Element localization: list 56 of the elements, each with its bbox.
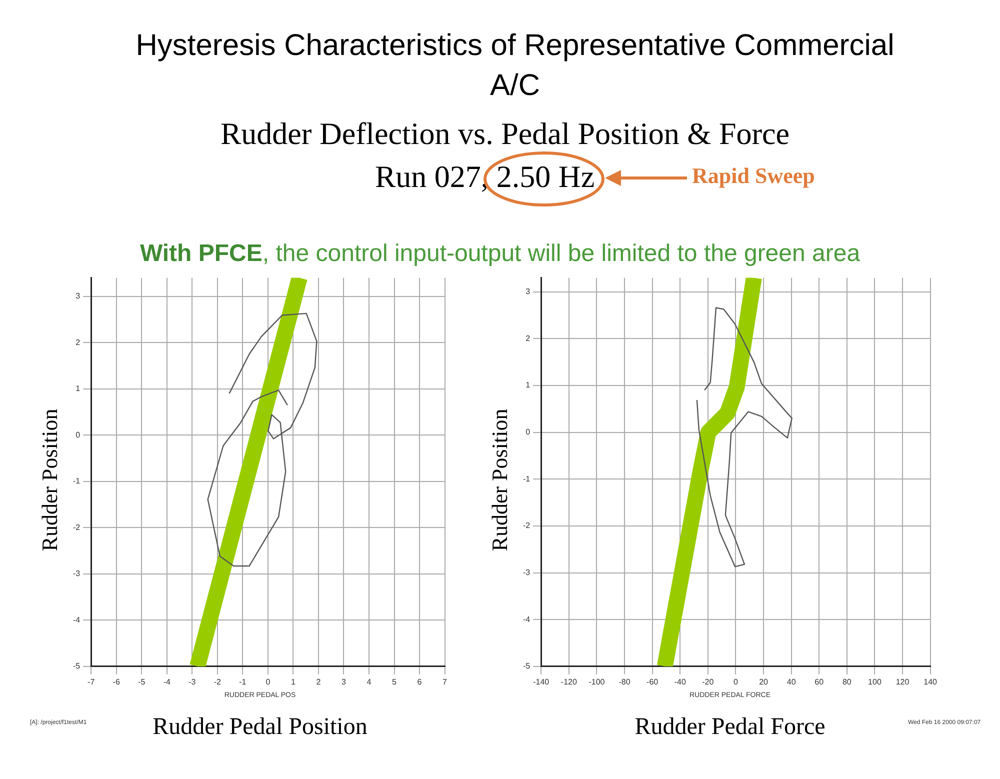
x-tick-label: -60 bbox=[646, 677, 659, 686]
x-tick-label: 40 bbox=[786, 677, 796, 686]
y-tick-label: -5 bbox=[522, 662, 531, 671]
x-tick-label: 7 bbox=[442, 677, 448, 686]
x-tick-label: -120 bbox=[560, 677, 578, 686]
y-tick-label: 1 bbox=[526, 380, 531, 390]
text: Hysteresis Characteristics of Representative Commercial A/C bbox=[134, 28, 896, 104]
text: With PFCE, the control input-output will be limited to the green area bbox=[140, 240, 860, 267]
y-tick-label: 1 bbox=[76, 384, 81, 394]
x-tick-label: 1 bbox=[290, 677, 296, 686]
y-tick-label: -3 bbox=[522, 568, 531, 577]
y-axis-title: Rudder Position bbox=[37, 408, 63, 552]
y-tick-label: 3 bbox=[526, 287, 531, 296]
x-tick-label: -7 bbox=[88, 677, 96, 686]
x-tick-label: 100 bbox=[868, 677, 882, 686]
x-tick-label: -80 bbox=[618, 677, 631, 686]
x-tick-label: -140 bbox=[533, 677, 550, 686]
x-tick-label: -4 bbox=[163, 677, 171, 686]
x-tick-label: 6 bbox=[417, 677, 422, 686]
y-tick-label: 2 bbox=[76, 338, 81, 347]
x-tick-label: 0 bbox=[266, 677, 271, 686]
y-tick-label: 0 bbox=[526, 428, 531, 437]
x-tick-label: 3 bbox=[342, 677, 347, 686]
y-tick-label: -4 bbox=[72, 615, 81, 624]
x-axis-title: Rudder Pedal Position bbox=[152, 714, 368, 740]
y-tick-label: -1 bbox=[72, 476, 81, 486]
x-tick-label: 0 bbox=[733, 677, 738, 686]
y-tick-label: -3 bbox=[72, 569, 81, 578]
y-axis-title: Rudder Position bbox=[487, 408, 513, 552]
x-tick-label: -6 bbox=[112, 677, 120, 686]
x-tick-label: 4 bbox=[366, 677, 372, 686]
y-tick-label: -2 bbox=[522, 521, 531, 530]
x-tick-label: -40 bbox=[674, 677, 686, 686]
x-axis-title: Rudder Pedal Force bbox=[634, 714, 826, 740]
x-tick-label: 2 bbox=[316, 677, 322, 686]
y-tick-label: -5 bbox=[72, 662, 81, 671]
x-tick-label: 20 bbox=[759, 677, 769, 686]
x-tick-label: 60 bbox=[814, 677, 824, 686]
x-tick-label: -20 bbox=[702, 677, 714, 686]
x-tick-label: 80 bbox=[842, 677, 852, 686]
x-tick-label: -100 bbox=[588, 677, 606, 686]
y-tick-label: -4 bbox=[522, 614, 531, 624]
y-tick-label: 3 bbox=[76, 292, 81, 301]
x-tick-label: 5 bbox=[392, 677, 398, 686]
text: Rapid Sweep bbox=[692, 163, 815, 189]
x-tick-label: -5 bbox=[138, 677, 146, 686]
y-tick-label: 2 bbox=[526, 334, 531, 343]
x-tick-label: -2 bbox=[214, 677, 222, 686]
y-tick-label: 0 bbox=[76, 430, 81, 440]
y-tick-label: -2 bbox=[72, 522, 81, 532]
x-tick-label: 120 bbox=[896, 677, 910, 686]
y-tick-label: -1 bbox=[522, 474, 531, 484]
chart-subtitle: Rudder Deflection vs. Pedal Position & Force bbox=[219, 116, 791, 152]
x-tick-label: -3 bbox=[188, 677, 196, 686]
x-tick-label: -1 bbox=[239, 677, 247, 686]
x-tick-label: 140 bbox=[924, 677, 938, 686]
